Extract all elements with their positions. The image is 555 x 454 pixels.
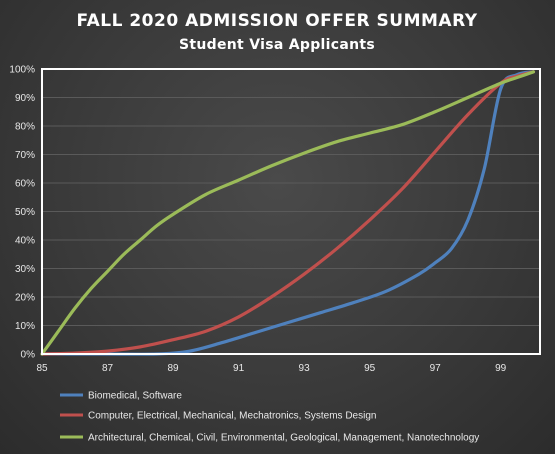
x-tick-label: 97	[430, 363, 442, 374]
legend-label: Biomedical, Software	[88, 391, 182, 402]
y-tick-label: 70%	[15, 150, 35, 161]
y-tick-label: 60%	[15, 179, 35, 190]
plot-area-border	[41, 68, 541, 355]
chart-title: FALL 2020 ADMISSION OFFER SUMMARY	[76, 11, 477, 31]
legend: Biomedical, Software Computer, Electrical…	[60, 391, 479, 444]
x-tick-label: 95	[364, 363, 376, 374]
gridlines	[42, 68, 540, 355]
x-tick-label: 93	[299, 363, 311, 374]
y-tick-label: 90%	[15, 93, 35, 104]
y-tick-label: 30%	[15, 264, 35, 275]
series-line-1	[40, 70, 536, 356]
y-tick-label: 40%	[15, 236, 35, 247]
series-line-3	[40, 70, 536, 356]
y-tick-label: 80%	[15, 122, 35, 133]
legend-label: Computer, Electrical, Mechanical, Mechat…	[88, 411, 376, 422]
x-tick-label: 99	[495, 363, 507, 374]
legend-label: Architectural, Chemical, Civil, Environm…	[88, 433, 479, 444]
y-tick-label: 0%	[21, 350, 36, 361]
chart-subtitle: Student Visa Applicants	[179, 37, 375, 53]
x-tick-label: 89	[167, 363, 179, 374]
series-line-2	[40, 70, 536, 356]
x-tick-label: 85	[36, 363, 48, 374]
x-tick-label: 87	[102, 363, 114, 374]
y-axis-ticks: 0% 10% 20% 30% 40% 50% 60% 70% 80% 90% 100%	[9, 65, 35, 361]
y-tick-label: 20%	[15, 293, 35, 304]
x-tick-label: 91	[233, 363, 245, 374]
y-tick-label: 10%	[15, 321, 35, 332]
series-lines	[40, 70, 536, 356]
y-tick-label: 100%	[9, 65, 35, 76]
x-axis-ticks: 85 87 89 91 93 95 97 99	[36, 363, 506, 374]
y-tick-label: 50%	[15, 207, 35, 218]
